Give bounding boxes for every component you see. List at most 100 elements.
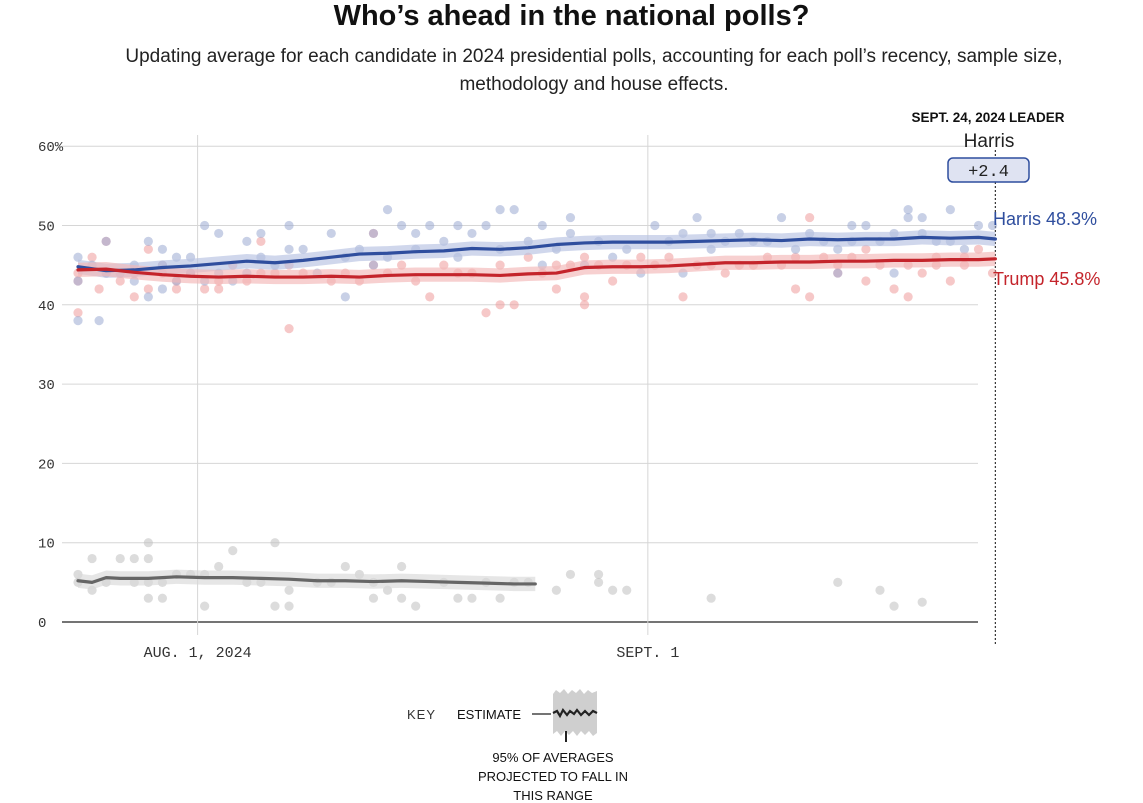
trump-poll-dot [129,292,139,302]
trump-poll-dot [805,292,815,302]
other-average-line [76,575,537,586]
harris-poll-dot [495,205,505,215]
harris-poll-dot [565,212,576,223]
trump-poll-dot [143,284,153,294]
harris-poll-dot [959,244,970,254]
average-lines-layer [76,235,997,586]
other-poll-dot [875,585,885,595]
harris-poll-dot [242,236,252,246]
other-poll-dot [397,561,407,572]
trump-poll-dot [397,260,407,270]
other-poll-dot [340,561,350,572]
harris-poll-dot [467,228,477,239]
harris-poll-dot [284,244,294,254]
other-poll-dot [143,538,153,548]
trump-poll-dot [214,284,224,294]
harris-poll-dot [143,292,153,302]
y-tick-label-50: 50 [38,220,55,236]
leader-name: Harris [964,131,1015,152]
trump-poll-dot [171,284,182,294]
leader-date-label: SEPT. 24, 2024 LEADER [911,110,1064,125]
harris-poll-dot [382,205,393,215]
other-poll-dot [593,569,604,580]
key-estimate-label: ESTIMATE [457,707,521,722]
trump-series-label: Trump 45.8% [993,269,1100,289]
other-poll-dot [115,553,125,564]
harris-poll-dot [101,236,111,246]
trump-poll-dot [973,244,984,254]
other-poll-dot [270,538,280,548]
trump-poll-dot [861,244,871,254]
other-poll-dot [157,593,168,603]
other-poll-dot [200,601,210,611]
trump-poll-dot [608,276,618,286]
harris-poll-dot [94,316,104,326]
other-poll-dot [833,577,843,587]
harris-poll-dot [945,205,955,215]
key-estimate-line [552,707,598,719]
harris-series-label: Harris 48.3% [993,209,1097,229]
harris-poll-dot [200,220,210,231]
leader-margin-box [947,157,1030,183]
harris-poll-dot [73,276,83,286]
harris-confidence-band [78,230,996,278]
trump-poll-dot [481,308,491,318]
other-poll-dot [411,601,421,611]
x-tick-label-0: AUG. 1, 2024 [144,645,252,662]
harris-poll-dot [903,212,913,223]
harris-poll-dot [692,212,702,223]
other-poll-dot [453,593,463,603]
other-poll-dot [495,593,505,603]
trump-poll-dot [425,292,435,302]
harris-poll-dot [889,268,899,278]
y-tick-label-60: 60% [38,140,64,156]
harris-poll-dot [157,244,168,254]
other-poll-dot [889,601,899,611]
key-range-note-line2: PROJECTED TO FALL IN [478,769,628,784]
trump-poll-dot [256,236,266,246]
harris-poll-dot [368,228,379,239]
trump-poll-dot [861,276,871,286]
other-poll-dot [368,593,379,603]
trump-poll-dot [579,300,590,310]
other-poll-dot [143,553,153,564]
trump-poll-dot [889,284,899,294]
other-poll-dot [622,585,632,595]
trump-poll-dot [94,284,104,294]
harris-poll-dot [565,228,576,239]
key-range-note-line3: THIS RANGE [513,788,593,803]
harris-poll-dot [537,220,547,231]
other-poll-dot [214,561,224,572]
harris-poll-dot [368,260,379,270]
trump-poll-dot [636,252,646,262]
trump-poll-dot [200,284,210,294]
harris-poll-dot [776,212,787,223]
other-poll-dot [270,601,280,611]
harris-poll-dot [650,220,660,231]
trump-poll-dot [439,260,449,270]
harris-poll-dot [903,205,913,215]
other-poll-dot [87,553,97,564]
trump-poll-dot [579,292,590,302]
harris-poll-dot [340,292,350,302]
other-poll-dot [467,593,477,603]
harris-poll-dot [833,244,843,254]
chart-subtitle: Updating average for each candidate in 2… [125,46,1063,95]
trump-poll-dot [73,308,83,318]
other-poll-dot [284,585,294,595]
trump-poll-dot [284,323,294,334]
other-poll-dot [593,577,604,587]
other-poll-dot [608,585,618,595]
harris-poll-dot [425,220,435,231]
y-tick-label-40: 40 [38,299,55,315]
key-range-note-line1: 95% OF AVERAGES [492,750,613,765]
trump-poll-dot [551,284,561,294]
harris-poll-dot [214,228,224,239]
other-poll-dot [397,593,407,603]
grid-layer [62,135,996,645]
harris-poll-dot [284,220,294,231]
leader-margin-value: +2.4 [968,163,1009,182]
harris-poll-dot [481,220,491,231]
harris-poll-dot [453,220,463,231]
